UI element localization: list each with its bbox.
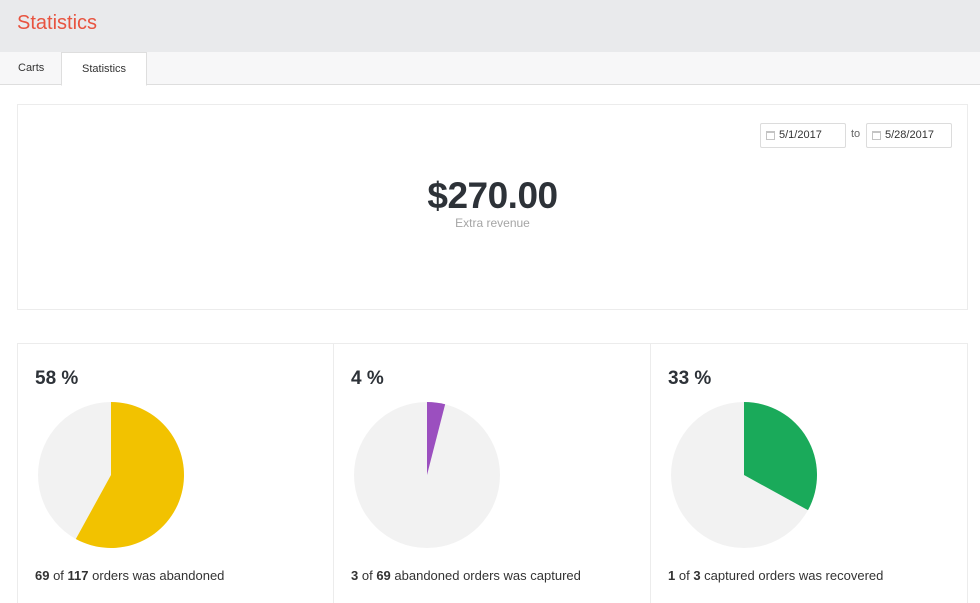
captured-of: of xyxy=(358,568,377,583)
abandoned-of: of xyxy=(49,568,68,583)
pie-value-slice xyxy=(75,402,184,548)
recovered-percent: 33 % xyxy=(668,368,712,389)
captured-count: 3 xyxy=(351,568,359,583)
captured-pie-chart xyxy=(354,402,500,548)
abandoned-text: orders was abandoned xyxy=(88,568,225,583)
tab-carts[interactable]: Carts xyxy=(18,62,45,74)
recovered-count: 1 xyxy=(668,568,676,583)
captured-percent: 4 % xyxy=(351,368,384,389)
date-range-to-label: to xyxy=(851,128,861,140)
captured-text: abandoned orders was captured xyxy=(390,568,581,583)
header-bar: Statistics xyxy=(0,0,980,52)
stats-row: 58 % 69 of 117 orders was abandoned 4 % … xyxy=(17,343,980,603)
recovered-card: 33 % 1 of 3 captured orders was recovere… xyxy=(651,343,968,603)
pie-value-slice xyxy=(744,402,817,511)
abandoned-pie-chart xyxy=(38,402,184,548)
captured-card: 4 % 3 of 69 abandoned orders was capture… xyxy=(334,343,651,603)
revenue-label: Extra revenue xyxy=(455,216,530,230)
tab-statistics[interactable]: Statistics xyxy=(61,52,147,86)
calendar-icon xyxy=(872,131,881,140)
abandoned-card: 58 % 69 of 117 orders was abandoned xyxy=(17,343,334,603)
revenue-panel: 5/1/2017 to 5/28/2017 $270.00 Extra reve… xyxy=(17,104,968,310)
pie-value-slice xyxy=(427,402,446,475)
abandoned-count: 69 xyxy=(35,568,50,583)
abandoned-total: 117 xyxy=(67,568,89,583)
recovered-total: 3 xyxy=(693,568,701,583)
recovered-pie-chart xyxy=(671,402,817,548)
captured-caption: 3 of 69 abandoned orders was captured xyxy=(351,568,581,583)
revenue-amount: $270.00 xyxy=(427,175,558,216)
abandoned-percent: 58 % xyxy=(35,368,79,389)
abandoned-caption: 69 of 117 orders was abandoned xyxy=(35,568,224,583)
recovered-caption: 1 of 3 captured orders was recovered xyxy=(668,568,883,583)
date-to-input[interactable]: 5/28/2017 xyxy=(866,123,952,148)
tab-bar: Carts Statistics xyxy=(0,52,980,86)
recovered-of: of xyxy=(675,568,694,583)
page-title: Statistics xyxy=(17,12,98,34)
captured-total: 69 xyxy=(376,568,391,583)
calendar-icon xyxy=(766,131,775,140)
date-to-value: 5/28/2017 xyxy=(885,129,934,141)
date-from-value: 5/1/2017 xyxy=(779,129,822,141)
recovered-text: captured orders was recovered xyxy=(700,568,884,583)
date-from-input[interactable]: 5/1/2017 xyxy=(760,123,846,148)
